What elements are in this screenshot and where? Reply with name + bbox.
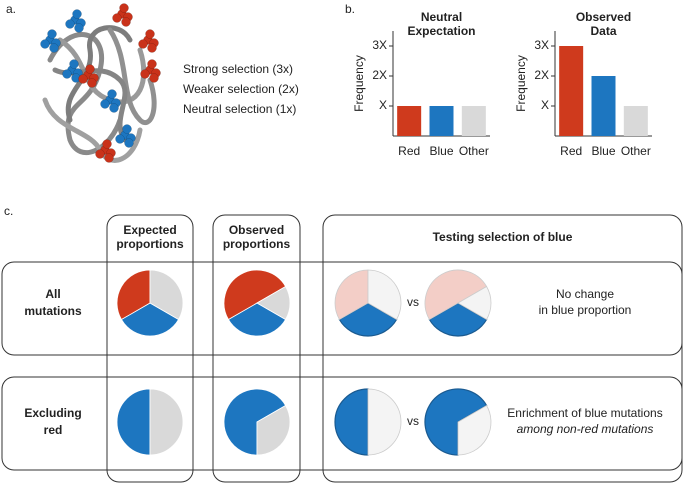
atom-sphere [109,103,119,113]
column-header: proportions [116,237,184,251]
legend-entry: Strong selection (3x) [183,62,293,76]
row-note: among non-red mutations [517,422,654,436]
x-tick-label: Blue [591,144,615,158]
atom-sphere [124,138,134,148]
y-tick-label: 2X [534,68,549,82]
atom-sphere [95,149,105,159]
atom-sphere [147,43,157,53]
chart-title: Neutral [421,10,462,24]
atom-sphere [102,139,112,149]
bar [623,106,648,136]
pie-slice [428,302,488,337]
chart-title: Observed [576,10,631,24]
y-tick-label: 2X [372,68,387,82]
atom-sphere [115,134,125,144]
atom-sphere [112,13,122,23]
bar [591,76,616,136]
atom-sphere [140,69,150,79]
row-label: Excluding [24,406,81,420]
atom-sphere [122,124,132,134]
x-tick-label: Other [621,144,651,158]
y-tick-label: 3X [372,38,387,52]
column-header: Testing selection of blue [433,230,573,244]
legend-entry: Neutral selection (1x) [183,102,296,116]
pie-slice [424,269,488,321]
atom-sphere [47,29,57,39]
pie-slice [338,302,398,337]
pie-slice [223,269,287,321]
pie-slice [457,285,492,321]
panel-label: c. [4,204,13,218]
atom-sphere [40,39,50,49]
atom-sphere [145,29,155,39]
atom-sphere [49,43,59,53]
column-header: proportions [223,237,291,251]
y-tick-label: X [379,98,387,112]
pie-slice [256,404,291,456]
pie-slice [256,285,291,321]
row-label: mutations [24,304,82,318]
y-axis-label: Frequency [514,55,528,112]
pie-slice [367,388,402,456]
y-axis-label: Frequency [352,55,366,112]
column-box [322,214,683,483]
x-tick-label: Red [398,144,420,158]
bar [429,106,454,136]
bar [461,106,486,136]
x-tick-label: Other [459,144,489,158]
row-note: Enrichment of blue mutations [507,406,662,420]
y-tick-label: 3X [534,38,549,52]
row-label: red [44,423,63,437]
atom-sphere [85,64,95,74]
atom-sphere [69,59,79,69]
row-note: in blue proportion [539,303,632,317]
atom-sphere [147,59,157,69]
pie-slice [457,404,492,456]
pie-slice [149,388,184,456]
pie-slice [116,388,151,456]
protein-structure [40,3,161,163]
pie-slice [149,269,184,321]
atom-sphere [149,73,159,83]
atom-sphere [138,39,148,49]
pie-slice [227,302,287,337]
pie-slice [120,302,180,337]
chart-title: Data [590,24,616,38]
atom-sphere [104,153,114,163]
pie-slice [116,269,151,321]
chart-title: Expectation [407,24,475,38]
atom-sphere [119,3,129,13]
atom-sphere [74,23,84,33]
row-label: All [45,287,60,301]
pie-slice [424,388,488,456]
atom-sphere [78,74,88,84]
panel-label: a. [6,2,16,16]
x-tick-label: Red [560,144,582,158]
atom-sphere [62,69,72,79]
column-box [106,214,194,483]
bar [397,106,422,136]
atom-sphere [107,89,117,99]
atom-sphere [65,19,75,29]
pie-slice [223,388,287,456]
pie-slice [334,388,369,456]
atom-sphere [87,78,97,88]
vs-label: vs [407,414,419,428]
legend-entry: Weaker selection (2x) [183,82,299,96]
pie-slice [367,269,402,321]
atom-sphere [121,17,131,27]
column-box [212,214,301,483]
atom-sphere [72,9,82,19]
row-note: No change [556,287,614,301]
vs-label: vs [407,295,419,309]
panel-label: b. [345,2,355,16]
column-header: Expected [123,223,176,237]
bar [559,46,584,136]
y-tick-label: X [541,98,549,112]
column-header: Observed [229,223,284,237]
x-tick-label: Blue [429,144,453,158]
atom-sphere [100,99,110,109]
pie-slice [334,269,369,321]
